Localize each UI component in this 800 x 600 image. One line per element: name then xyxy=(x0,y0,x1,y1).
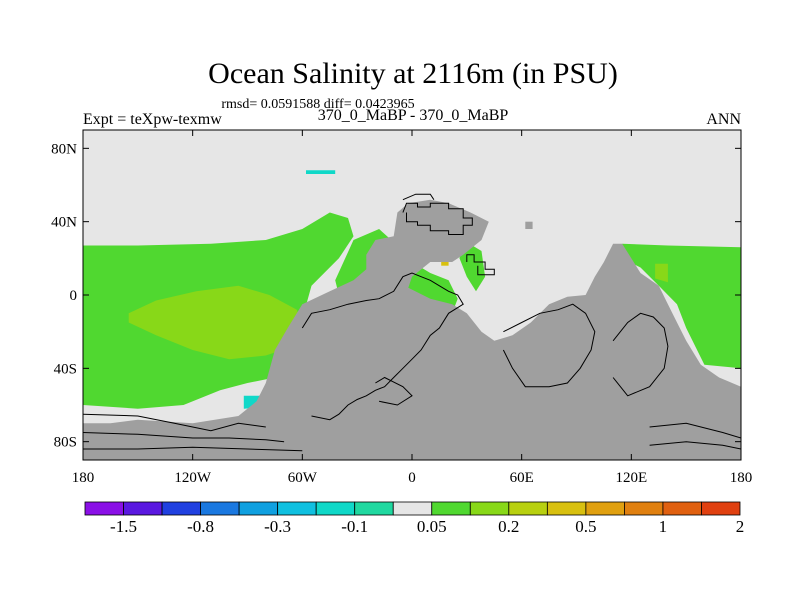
colorbar-box xyxy=(123,501,163,516)
land-eastern-cape xyxy=(525,346,568,396)
colorbar-box xyxy=(277,501,317,516)
colorbar-box xyxy=(354,501,394,516)
chart-title: Ocean Salinity at 2116m (in PSU) xyxy=(208,57,618,90)
experiment-label: Expt = teXpw-texmw xyxy=(83,111,222,128)
coastline-1 xyxy=(466,254,495,276)
colorbar-box xyxy=(431,501,471,516)
x-tick-label: 120E xyxy=(615,470,647,486)
x-tick-label: 60W xyxy=(288,470,318,486)
x-tick-label: 180 xyxy=(72,470,95,486)
colorbar-box xyxy=(392,501,433,516)
y-tick-label: 0 xyxy=(70,288,78,304)
colorbar-box xyxy=(662,501,702,516)
x-tick-label: 0 xyxy=(408,470,416,486)
land-small-island xyxy=(525,221,533,229)
colorbar-box xyxy=(84,501,124,516)
colorbar-box xyxy=(508,501,548,516)
colorbar-box xyxy=(238,501,279,516)
coastline-10 xyxy=(649,441,741,450)
colorbar-box xyxy=(624,501,664,516)
colorbar-label: 2 xyxy=(736,517,745,536)
colorbar-label: 0.2 xyxy=(498,517,519,536)
y-tick-label: 80N xyxy=(51,141,77,157)
coastline-9 xyxy=(649,422,741,439)
y-tick-label: 40N xyxy=(51,215,77,231)
colorbar-box xyxy=(200,501,240,516)
field-east-pacific-positive xyxy=(622,243,741,369)
y-tick-label: 80S xyxy=(54,435,77,451)
axis-ticks: 180 120W 60W 0 60E 120E 180 80N 40N 0 40S 80S xyxy=(51,130,752,486)
colorbar-label: -0.8 xyxy=(187,517,214,536)
x-tick-label: 120W xyxy=(174,470,212,486)
colorbar-label: 0.5 xyxy=(575,517,596,536)
map-field xyxy=(83,130,741,460)
coastline-0 xyxy=(402,202,473,235)
field-arctic-cyan-patch xyxy=(306,170,336,174)
colorbar-box xyxy=(469,501,510,516)
coastline-6 xyxy=(83,413,266,432)
colorbar-box xyxy=(585,501,625,516)
colorbar-label: 0.05 xyxy=(417,517,447,536)
x-tick-label: 60E xyxy=(510,470,534,486)
colorbar-box xyxy=(546,501,587,516)
land-pangea-main xyxy=(83,199,741,460)
colorbar-label: -0.3 xyxy=(264,517,291,536)
comparison-label: 370_0_MaBP - 370_0_MaBP xyxy=(318,107,509,124)
colorbar-label: -0.1 xyxy=(341,517,368,536)
coastline-3 xyxy=(375,376,413,406)
colorbar-box xyxy=(315,501,356,516)
coastline-11 xyxy=(402,193,435,201)
coastline-8 xyxy=(83,446,303,452)
colorbar-label: 1 xyxy=(659,517,668,536)
coastline-5 xyxy=(612,312,669,397)
colorbar-box xyxy=(161,501,201,516)
field-west-pacific-0.2 xyxy=(655,263,668,283)
colorbar-label: -1.5 xyxy=(110,517,137,536)
x-tick-label: 180 xyxy=(730,470,753,486)
field-pacific-band-0.2 xyxy=(128,285,303,360)
chart-subtitle: rmsd= 0.0591588 diff= 0.0423965 xyxy=(221,97,414,112)
coastline-4 xyxy=(502,303,596,388)
field-indian-positive-patch xyxy=(459,240,486,292)
colorbar: -1.5 -0.8 -0.3 -0.1 0.05 0.2 0.5 1 2 xyxy=(84,501,745,536)
season-label: ANN xyxy=(706,111,741,128)
coastline-2 xyxy=(301,272,464,421)
y-tick-label: 40S xyxy=(54,361,77,377)
coastline-7 xyxy=(83,432,285,443)
colorbar-box xyxy=(701,501,741,516)
